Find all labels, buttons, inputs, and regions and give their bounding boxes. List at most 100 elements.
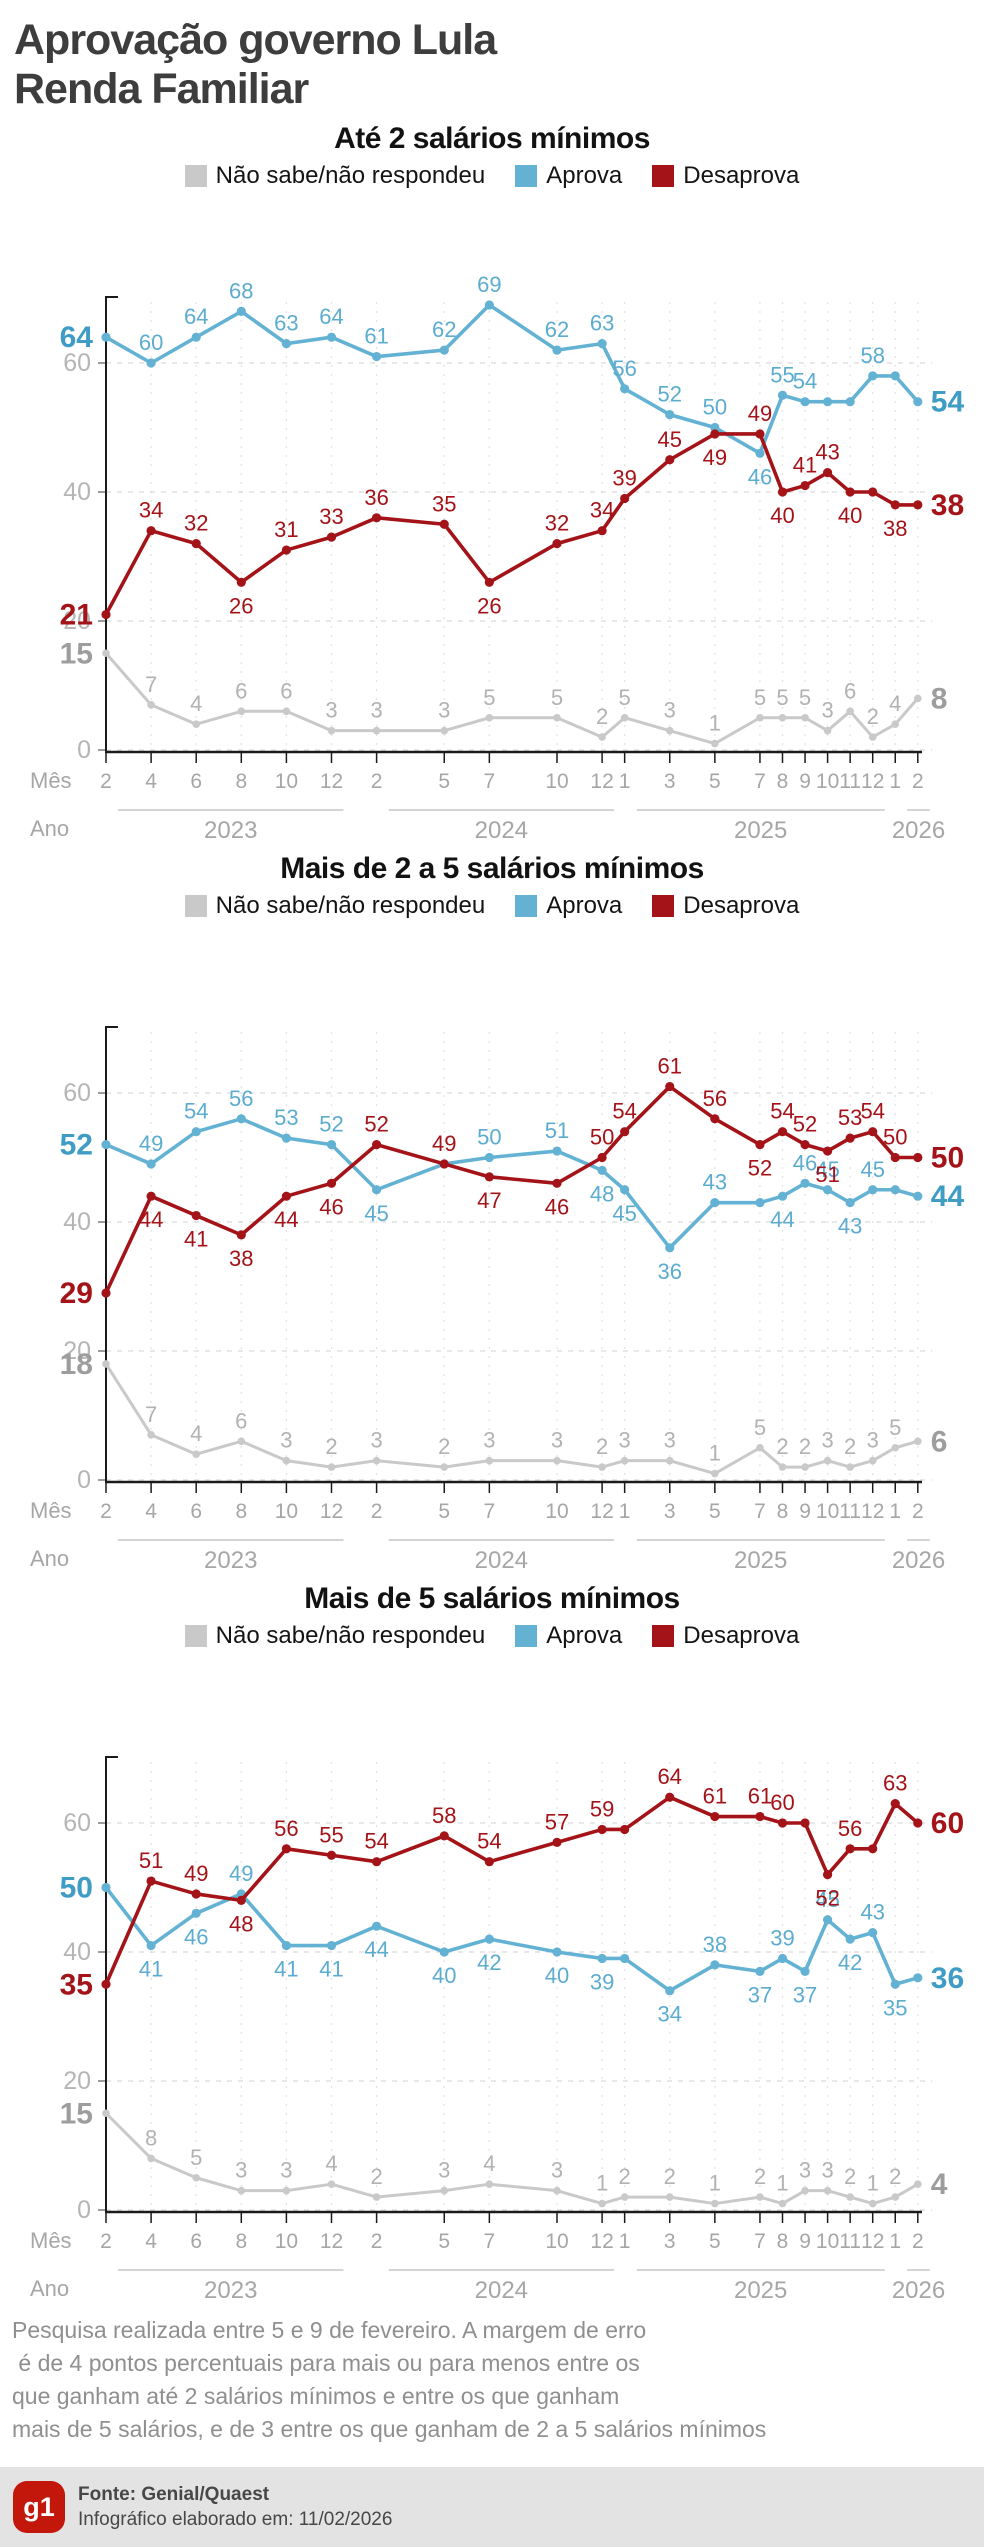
point-label: 40 bbox=[545, 1963, 569, 1988]
data-point bbox=[620, 1824, 630, 1835]
data-point bbox=[778, 713, 787, 722]
month-label: 3 bbox=[664, 2230, 676, 2253]
data-point bbox=[237, 2186, 246, 2195]
data-point bbox=[755, 1811, 765, 1822]
point-label: 64 bbox=[319, 304, 343, 329]
point-label: 35 bbox=[432, 491, 456, 516]
month-label: 1 bbox=[889, 2230, 901, 2253]
data-point bbox=[281, 1191, 291, 1201]
data-point bbox=[620, 1185, 630, 1195]
data-point bbox=[868, 2199, 877, 2208]
data-point bbox=[890, 1185, 900, 1195]
data-point bbox=[620, 493, 630, 504]
data-point bbox=[800, 480, 810, 491]
point-label: 1 bbox=[776, 2171, 788, 2196]
series-aprova-labels: 41 46 49 41 41 44 40 42 40 39 34 38 37 39 37 45 42 43 35 50… bbox=[60, 1861, 965, 2027]
data-point bbox=[891, 1443, 900, 1452]
data-point bbox=[914, 2180, 922, 2188]
data-point bbox=[711, 2199, 719, 2208]
point-label: 55 bbox=[770, 362, 794, 387]
data-point bbox=[598, 733, 606, 741]
point-label: 46 bbox=[545, 1194, 569, 1219]
point-label: 54 bbox=[770, 1099, 794, 1124]
data-point bbox=[801, 1463, 809, 1471]
legend-item-desaprova: Desaprova bbox=[652, 162, 799, 190]
point-label: 2 bbox=[596, 704, 608, 729]
month-label: 8 bbox=[777, 2230, 789, 2253]
month-label: 7 bbox=[484, 770, 496, 793]
mes-axis-label: Mês bbox=[30, 1498, 72, 1523]
point-label: 4 bbox=[325, 2151, 337, 2176]
point-label: 63 bbox=[274, 311, 298, 336]
data-point bbox=[326, 1940, 337, 1951]
point-label: 4 bbox=[483, 2151, 495, 2176]
data-point bbox=[101, 332, 111, 342]
legend-label: Desaprova bbox=[683, 892, 800, 919]
data-point bbox=[755, 429, 765, 439]
month-label: 10 bbox=[275, 770, 298, 793]
month-label: 5 bbox=[709, 1500, 721, 1523]
chart-title: Mais de 5 salários mínimos bbox=[304, 1582, 680, 1615]
point-label: 50 bbox=[477, 1125, 501, 1150]
y-tick-label: 20 bbox=[63, 2067, 91, 2095]
data-point bbox=[620, 384, 630, 394]
legend-label: Não sabe/não respondeu bbox=[215, 1622, 486, 1649]
legend-item-aprova: Aprova bbox=[515, 1622, 622, 1650]
data-point bbox=[665, 455, 675, 465]
month-label: 8 bbox=[235, 2230, 247, 2253]
point-label: 49 bbox=[748, 401, 772, 426]
point-label: 62 bbox=[545, 317, 569, 342]
series-end-label: 38 bbox=[931, 489, 964, 522]
month-label: 10 bbox=[275, 1500, 298, 1523]
point-label: 38 bbox=[703, 1932, 727, 1957]
data-point bbox=[823, 1185, 833, 1195]
horizontal-gridlines: 0 20 40 60 bbox=[63, 1809, 932, 2224]
year-label: 2026 bbox=[892, 1547, 945, 1574]
point-label: 3 bbox=[821, 2158, 833, 2183]
point-label: 5 bbox=[619, 685, 631, 710]
month-label: 7 bbox=[754, 770, 766, 793]
data-point bbox=[891, 2193, 900, 2201]
data-point bbox=[597, 1152, 607, 1163]
point-label: 38 bbox=[229, 1246, 253, 1271]
series-start-label: 15 bbox=[60, 2097, 93, 2130]
point-label: 48 bbox=[229, 1911, 253, 1936]
data-point bbox=[620, 1953, 630, 1964]
data-point bbox=[281, 1940, 291, 1951]
month-label: 9 bbox=[799, 2230, 811, 2253]
legend-swatch-desaprova bbox=[652, 1625, 675, 1647]
point-label: 61 bbox=[658, 1054, 682, 1079]
point-label: 26 bbox=[229, 593, 253, 618]
data-point bbox=[755, 448, 765, 458]
data-point bbox=[191, 1127, 201, 1137]
data-point bbox=[823, 2186, 832, 2195]
point-label: 47 bbox=[477, 1188, 501, 1213]
month-label: 12 bbox=[861, 2230, 884, 2253]
point-label: 2 bbox=[325, 1434, 337, 1459]
series-start-label: 35 bbox=[60, 1968, 93, 2001]
y-tick-label: 40 bbox=[63, 478, 91, 506]
point-label: 49 bbox=[703, 445, 727, 470]
legend-item-nao-sabe: Não sabe/não respondeu bbox=[184, 892, 485, 920]
data-point bbox=[755, 1198, 765, 1208]
data-point bbox=[439, 1947, 449, 1957]
horizontal-gridlines: 0 20 40 60 bbox=[63, 1079, 932, 1494]
data-point bbox=[846, 1463, 854, 1471]
data-point bbox=[282, 1456, 291, 1465]
point-label: 2 bbox=[438, 1434, 450, 1459]
mes-axis-label: Mês bbox=[30, 768, 72, 793]
point-label: 49 bbox=[229, 1861, 253, 1886]
month-label: 12 bbox=[320, 2230, 343, 2253]
series-desaprova-points bbox=[101, 1081, 923, 1298]
point-label: 46 bbox=[748, 464, 772, 489]
data-point bbox=[237, 1437, 246, 1446]
month-label: 7 bbox=[484, 2230, 496, 2253]
year-label: 2025 bbox=[734, 817, 787, 844]
series-start-label: 64 bbox=[60, 321, 94, 354]
point-label: 37 bbox=[793, 1982, 817, 2007]
month-label: 9 bbox=[799, 1500, 811, 1523]
data-point bbox=[327, 2180, 336, 2188]
series-start-label: 15 bbox=[60, 637, 93, 670]
